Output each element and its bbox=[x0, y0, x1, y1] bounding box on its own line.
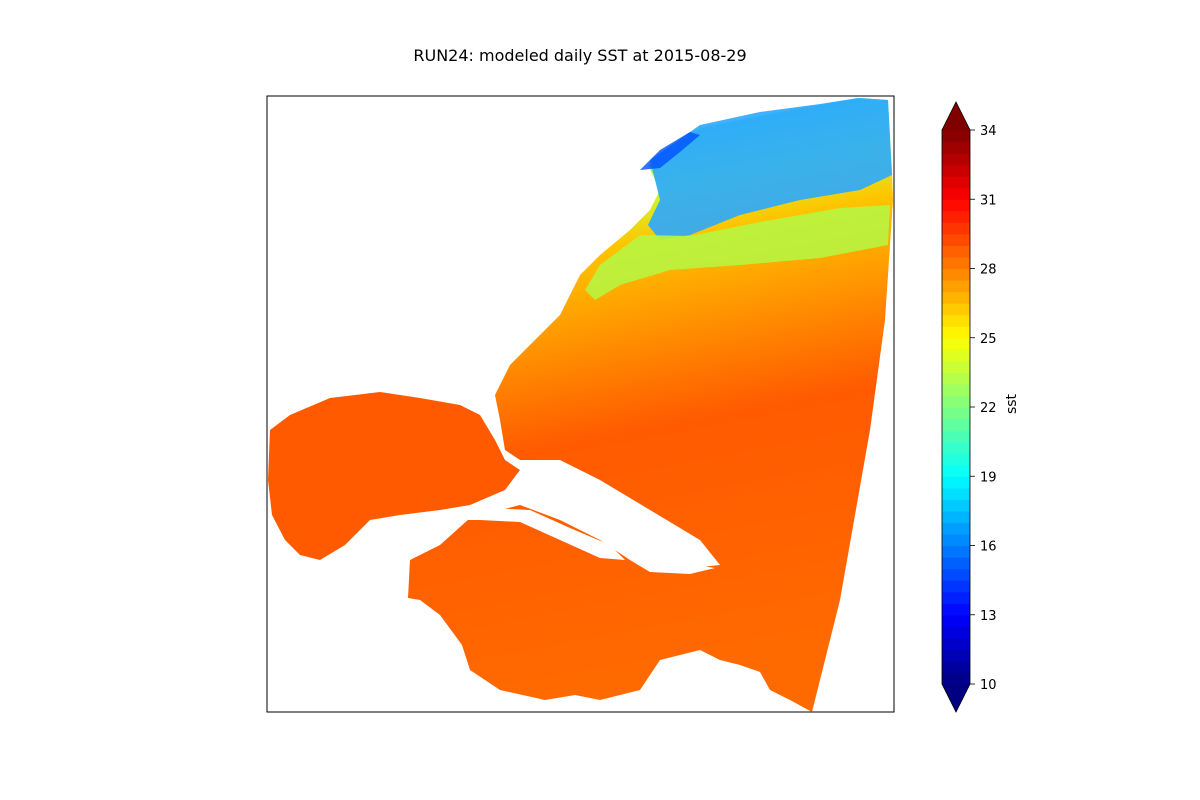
colorbar: 10 13 16 19 22 25 28 31 34 bbox=[941, 101, 997, 713]
colorbar-level bbox=[942, 510, 970, 524]
colorbar-level bbox=[942, 672, 970, 685]
colorbar-level bbox=[942, 130, 970, 143]
colorbar-level bbox=[942, 256, 970, 270]
gulf-of-mexico-field bbox=[268, 392, 520, 560]
colorbar-level bbox=[942, 303, 970, 316]
colorbar-level bbox=[942, 360, 970, 373]
colorbar-level bbox=[942, 395, 970, 408]
colorbar-level bbox=[942, 280, 970, 293]
colorbar-level bbox=[942, 545, 970, 558]
colorbar-level bbox=[942, 487, 970, 500]
colorbar-level bbox=[942, 141, 970, 154]
colorbar-level bbox=[942, 233, 970, 247]
colorbar-tick-label: 16 bbox=[980, 540, 997, 555]
cuba bbox=[455, 508, 625, 560]
colorbar-level bbox=[942, 153, 970, 166]
colorbar-level bbox=[942, 291, 970, 304]
colorbar-level bbox=[942, 337, 970, 350]
colorbar-level bbox=[942, 603, 970, 616]
colorbar-level bbox=[942, 591, 970, 604]
colorbar-level bbox=[942, 222, 970, 235]
colorbar-level bbox=[942, 349, 970, 362]
colorbar-level bbox=[942, 199, 970, 212]
colorbar-extend-min bbox=[942, 684, 970, 712]
colorbar-level bbox=[942, 649, 970, 662]
colorbar-level bbox=[942, 430, 970, 443]
colorbar-level bbox=[942, 210, 970, 223]
colorbar-tick-label: 22 bbox=[980, 401, 997, 416]
colorbar-level bbox=[942, 187, 970, 200]
colorbar-level bbox=[942, 176, 970, 189]
colorbar-level bbox=[942, 441, 970, 454]
colorbar-level bbox=[942, 660, 970, 674]
hispaniola bbox=[630, 560, 715, 574]
mid-atlantic-shelf-field bbox=[585, 205, 890, 300]
colorbar-level bbox=[942, 476, 970, 489]
colorbar-tick-label: 19 bbox=[980, 470, 997, 485]
colorbar-level bbox=[942, 580, 970, 593]
colorbar-tick-label: 34 bbox=[980, 124, 997, 139]
sst-map bbox=[268, 98, 893, 712]
colorbar-tick-label: 25 bbox=[980, 332, 997, 347]
colorbar-level bbox=[942, 533, 970, 547]
colorbar-level bbox=[942, 522, 970, 535]
colorbar-level bbox=[942, 614, 970, 627]
colorbar-level bbox=[942, 464, 970, 477]
colorbar-tick-label: 13 bbox=[980, 609, 997, 624]
colorbar-tick-label: 28 bbox=[980, 263, 997, 278]
colorbar-level bbox=[942, 626, 970, 639]
colorbar-tick-label: 31 bbox=[980, 193, 997, 208]
colorbar-tick-label: 10 bbox=[980, 678, 997, 693]
coastal-cold-field bbox=[640, 132, 700, 170]
colorbar-level bbox=[942, 372, 970, 385]
colorbar-level bbox=[942, 568, 970, 581]
colorbar-level bbox=[942, 407, 970, 420]
colorbar-level bbox=[942, 314, 970, 327]
chart-title: RUN24: modeled daily SST at 2015-08-29 bbox=[413, 46, 746, 65]
colorbar-level bbox=[942, 245, 970, 258]
colorbar-level bbox=[942, 326, 970, 339]
colorbar-level bbox=[942, 418, 970, 431]
colorbar-extend-max bbox=[942, 102, 970, 130]
colorbar-level bbox=[942, 557, 970, 570]
colorbar-label: sst bbox=[1004, 393, 1020, 414]
colorbar-level bbox=[942, 453, 970, 466]
colorbar-level bbox=[942, 637, 970, 650]
colorbar-level bbox=[942, 499, 970, 512]
gulf-of-maine-field bbox=[648, 98, 892, 240]
colorbar-level bbox=[942, 164, 970, 177]
colorbar-level bbox=[942, 383, 970, 397]
colorbar-level bbox=[942, 268, 970, 281]
